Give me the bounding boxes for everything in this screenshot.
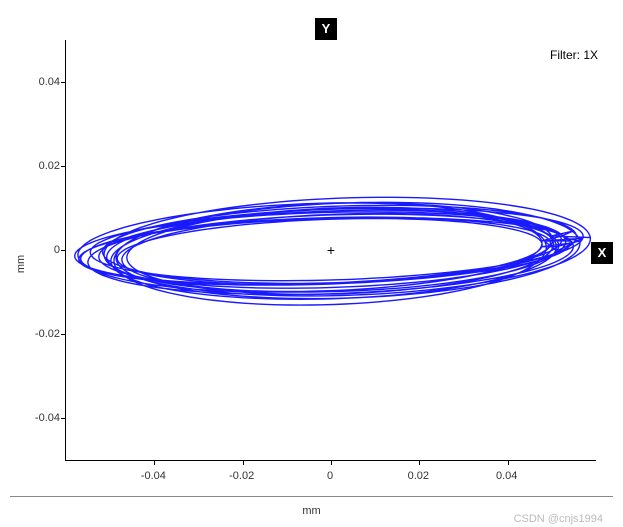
- y-tick-label: 0.04: [25, 76, 60, 88]
- y-tick: [61, 82, 66, 83]
- x-tick: [419, 460, 420, 465]
- x-tick-label: 0.02: [408, 470, 429, 482]
- y-tick-label: 0: [25, 244, 60, 256]
- bottom-rule: [10, 496, 613, 497]
- y-tick: [61, 166, 66, 167]
- plot-area: +: [65, 40, 596, 461]
- watermark: CSDN @cnjs1994: [514, 513, 603, 525]
- y-tick-label: -0.04: [25, 412, 60, 424]
- x-tick-label: -0.04: [141, 470, 166, 482]
- x-tick-label: 0: [327, 470, 333, 482]
- x-tick: [331, 460, 332, 465]
- y-tick: [61, 418, 66, 419]
- x-tick-label: 0.04: [496, 470, 517, 482]
- x-tick: [154, 460, 155, 465]
- y-tick-label: -0.02: [25, 328, 60, 340]
- y-tick: [61, 250, 66, 251]
- y-axis-title: mm: [15, 254, 27, 272]
- y-tick-label: 0.02: [25, 160, 60, 172]
- x-axis-title: mm: [302, 505, 320, 517]
- center-cross-marker: +: [327, 242, 335, 258]
- x-tick-label: -0.02: [229, 470, 254, 482]
- y-tick: [61, 334, 66, 335]
- y-axis-box: Y: [315, 18, 337, 40]
- x-tick: [508, 460, 509, 465]
- x-tick: [243, 460, 244, 465]
- chart-container: Y X Filter: 1X + mm mm -0.04-0.0200.020.…: [0, 0, 623, 527]
